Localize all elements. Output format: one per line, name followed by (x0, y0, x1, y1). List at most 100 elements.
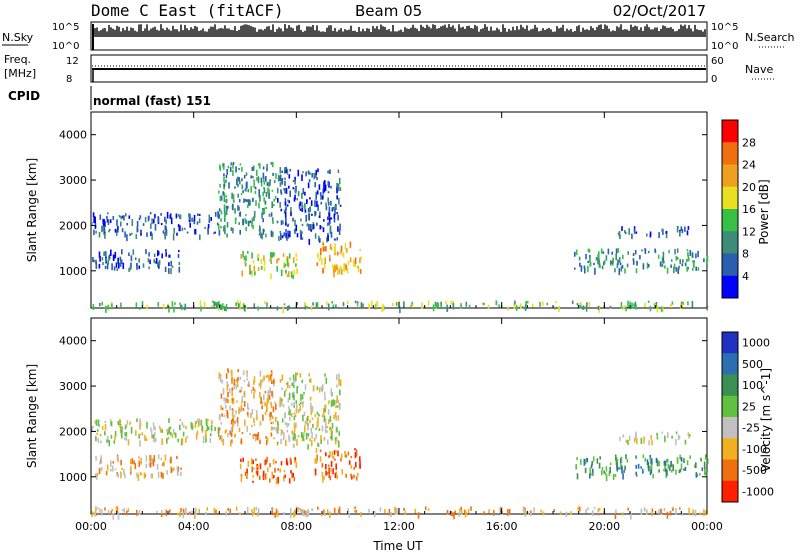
echo-cell (299, 508, 302, 513)
echo-cell (120, 221, 122, 227)
echo-cell (317, 506, 319, 510)
echo-cell (253, 376, 256, 383)
echo-cell (658, 469, 660, 473)
echo-cell (307, 423, 309, 426)
echo-cell (621, 466, 623, 474)
echo-cell (266, 398, 269, 405)
echo-cell (667, 463, 670, 469)
echo-cell (337, 450, 339, 457)
echo-cell (246, 468, 248, 476)
echo-cell (238, 407, 240, 415)
echo-cell (279, 400, 281, 408)
echo-cell (101, 225, 103, 233)
echo-cell (225, 179, 227, 183)
echo-cell (243, 379, 246, 382)
echo-cell (223, 183, 225, 189)
echo-cell (285, 187, 288, 194)
echo-cell (324, 418, 327, 422)
colorbar-tick-label: 4 (742, 270, 749, 283)
echo-cell (288, 393, 291, 400)
echo-cell (311, 224, 314, 230)
echo-cell (179, 225, 181, 232)
nave-tick-bottom: 0 (711, 74, 717, 85)
echo-cell (338, 373, 340, 381)
echo-cell (584, 467, 587, 474)
echo-cell (290, 210, 292, 217)
echo-cell (253, 467, 255, 470)
echo-cell (251, 168, 254, 172)
echo-cell (663, 469, 665, 472)
echo-cell (219, 183, 221, 188)
echo-cell (267, 467, 269, 473)
colorbar-tick-label: 500 (742, 358, 763, 371)
echo-cell (304, 203, 306, 210)
echo-cell (321, 258, 323, 265)
echo-cell (635, 464, 637, 469)
echo-cell (591, 510, 594, 517)
echo-cell (257, 306, 260, 311)
echo-cell (618, 230, 621, 238)
echo-cell (304, 420, 307, 426)
echo-cell (291, 382, 293, 386)
echo-cell (460, 509, 463, 515)
echo-cell (277, 197, 279, 203)
echo-cell (238, 206, 240, 211)
echo-cell (289, 416, 291, 421)
echo-cell (223, 173, 225, 177)
echo-cell (450, 510, 452, 517)
echo-cell (360, 256, 362, 261)
echo-cell (139, 418, 141, 425)
echo-cell (664, 467, 667, 473)
echo-cell (675, 438, 677, 446)
echo-cell (332, 399, 334, 407)
echo-cell (269, 179, 271, 186)
echo-cell (189, 223, 191, 228)
echo-cell (114, 468, 117, 471)
y-tick-label: 2000 (59, 219, 87, 232)
echo-cell (576, 457, 578, 461)
echo-cell (293, 415, 296, 421)
echo-cell (117, 511, 120, 516)
echo-cell (286, 236, 288, 241)
echo-cell (158, 259, 161, 265)
echo-cell (498, 304, 500, 308)
echo-cell (145, 455, 148, 462)
echo-cell (459, 508, 461, 512)
echo-cell (322, 245, 324, 248)
echo-cell (689, 434, 691, 437)
echo-cell (256, 434, 259, 441)
echo-cell (259, 163, 261, 169)
echo-cell (217, 430, 220, 437)
echo-cell (697, 250, 699, 258)
echo-cell (279, 379, 282, 383)
echo-cell (223, 207, 226, 215)
echo-cell (101, 257, 104, 261)
echo-cell (333, 217, 336, 223)
echo-cell (330, 388, 332, 395)
echo-cell (230, 440, 232, 447)
echo-cell (295, 224, 298, 232)
echo-cell (164, 216, 166, 223)
echo-cell (255, 200, 257, 206)
echo-cell (337, 400, 340, 404)
echo-cell (126, 234, 128, 242)
echo-cell (621, 512, 624, 516)
echo-cell (114, 228, 117, 233)
echo-cell (614, 473, 617, 478)
echo-cell (265, 436, 267, 439)
echo-cell (168, 509, 171, 513)
echo-cell (427, 508, 430, 511)
echo-cell (337, 169, 340, 174)
echo-cell (288, 253, 291, 259)
echo-cell (284, 412, 286, 419)
echo-cell (136, 226, 139, 233)
echo-cell (576, 303, 579, 306)
echo-cell (682, 302, 684, 305)
power-y-axis-label: Slant Range [km] (25, 158, 39, 262)
echo-cell (304, 305, 307, 308)
echo-cell (689, 250, 692, 256)
echo-cell (290, 402, 293, 406)
echo-cell (318, 184, 321, 190)
echo-cell (225, 429, 227, 433)
echo-cell (299, 208, 302, 211)
